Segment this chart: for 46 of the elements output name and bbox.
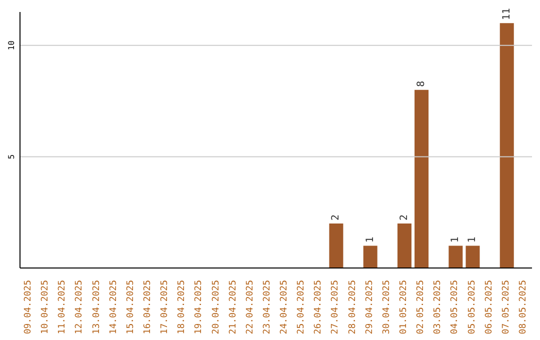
x-tick-label: 25.04.2025 [296, 280, 307, 334]
bar [329, 223, 344, 268]
x-tick-label: 10.04.2025 [40, 280, 51, 334]
x-tick-label: 18.04.2025 [177, 280, 188, 334]
bar [397, 223, 412, 268]
x-tick-label: 22.04.2025 [245, 280, 256, 334]
data-label: 1 [467, 236, 478, 243]
x-tick-label: 24.04.2025 [280, 280, 290, 334]
x-tick-label: 27.04.2025 [330, 280, 341, 334]
data-label: 8 [416, 80, 428, 87]
x-tick-label: 12.04.2025 [74, 280, 85, 334]
x-tick-label: 15.04.2025 [126, 280, 136, 334]
x-tick-label: 03.05.2025 [433, 280, 444, 334]
x-tick-label: 21.04.2025 [228, 280, 238, 334]
x-tick-label: 17.04.2025 [160, 280, 170, 334]
x-tick-label: 14.04.2025 [108, 280, 119, 334]
bar [414, 90, 429, 268]
data-label: 2 [398, 214, 410, 220]
bar [363, 246, 378, 268]
bar [466, 246, 480, 268]
x-tick-label: 08.05.2025 [518, 280, 528, 334]
x-tick-label: 28.04.2025 [348, 280, 358, 334]
x-tick-label: 05.05.2025 [467, 280, 478, 334]
x-tick-label: 16.04.2025 [143, 280, 153, 334]
data-label: 11 [501, 8, 512, 20]
x-tick-label: 11.04.2025 [58, 280, 68, 334]
x-tick-label: 20.04.2025 [211, 280, 222, 334]
x-tick-label: 01.05.2025 [399, 280, 409, 334]
x-tick-label: 06.05.2025 [484, 280, 494, 334]
x-tick-label: 07.05.2025 [501, 280, 512, 334]
x-tick-label: 09.04.2025 [24, 280, 34, 334]
x-tick-label: 02.05.2025 [416, 280, 426, 334]
x-tick-label: 04.05.2025 [450, 280, 460, 334]
y-tick-label: 10 [7, 40, 16, 50]
x-tick-label: 19.04.2025 [194, 280, 204, 334]
y-tick-label: 5 [7, 154, 16, 160]
x-tick-label: 26.04.2025 [314, 280, 324, 334]
x-tick-label: 23.04.2025 [262, 280, 272, 334]
bar [500, 23, 514, 268]
data-label: 1 [364, 236, 376, 243]
data-label: 1 [450, 236, 462, 243]
x-tick-label: 30.04.2025 [382, 280, 392, 334]
x-tick-label: 29.04.2025 [364, 280, 375, 334]
data-label: 2 [330, 214, 342, 220]
bar [448, 246, 463, 268]
x-tick-label: 13.04.2025 [92, 280, 102, 334]
